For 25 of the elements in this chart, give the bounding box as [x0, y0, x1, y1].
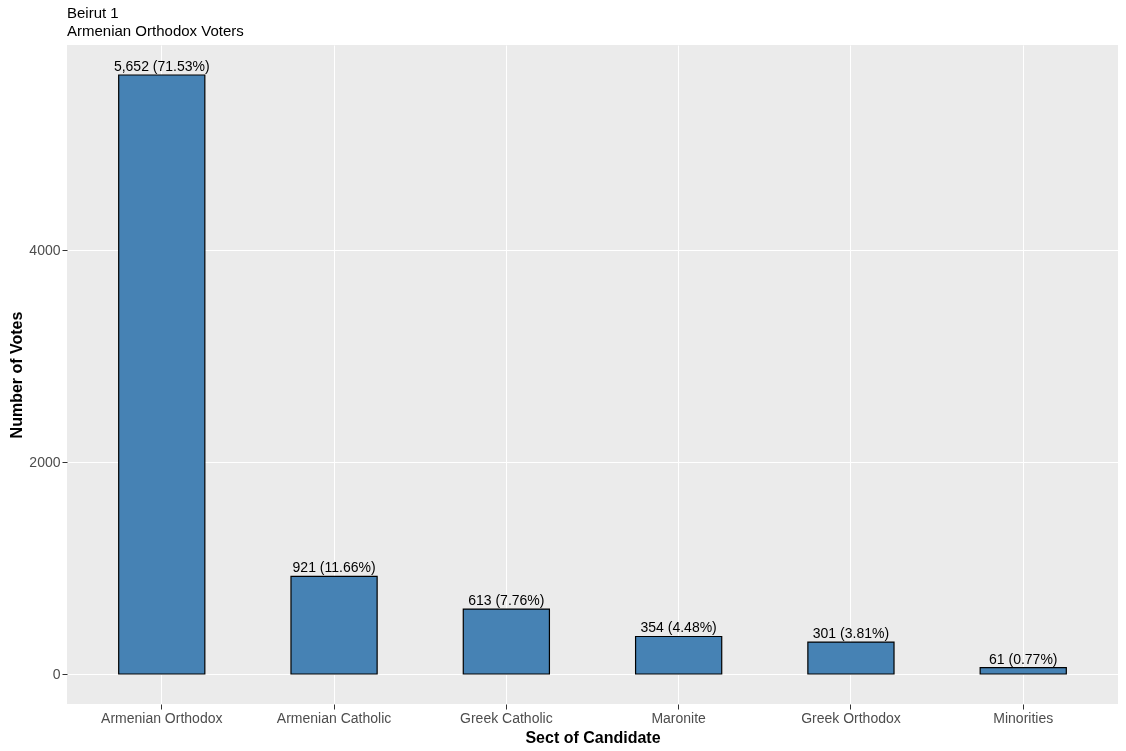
bar [979, 666, 1067, 675]
bar [462, 608, 551, 675]
data-label: 5,652 (71.53%) [113, 57, 210, 74]
bar [290, 575, 378, 675]
y-tick-label: 2000 [29, 453, 61, 470]
chart-subtitle: Armenian Orthodox Voters [67, 22, 244, 39]
bar [118, 74, 206, 675]
y-axis-title: Number of Votes [8, 311, 26, 439]
y-tick-label: 4000 [29, 241, 61, 258]
x-tick-label: Maronite [651, 709, 707, 726]
data-label: 301 (3.81%) [812, 625, 890, 642]
data-label: 921 (11.66%) [292, 559, 376, 576]
x-tick-label: Greek Catholic [460, 709, 553, 726]
x-tick-label: Greek Orthodox [801, 709, 901, 726]
bar [634, 635, 723, 675]
x-tick-label: Armenian Catholic [276, 709, 392, 726]
x-tick-label: Armenian Orthodox [101, 709, 223, 726]
chart-title: Beirut 1 [67, 4, 119, 21]
y-tick-label: 0 [52, 665, 61, 682]
x-axis-title: Sect of Candidate [525, 728, 661, 746]
x-tick-label: Minorities [993, 709, 1054, 726]
data-label: 613 (7.76%) [468, 592, 545, 609]
data-label: 354 (4.48%) [640, 619, 717, 636]
bar [807, 641, 895, 675]
data-label: 61 (0.77%) [989, 650, 1058, 667]
